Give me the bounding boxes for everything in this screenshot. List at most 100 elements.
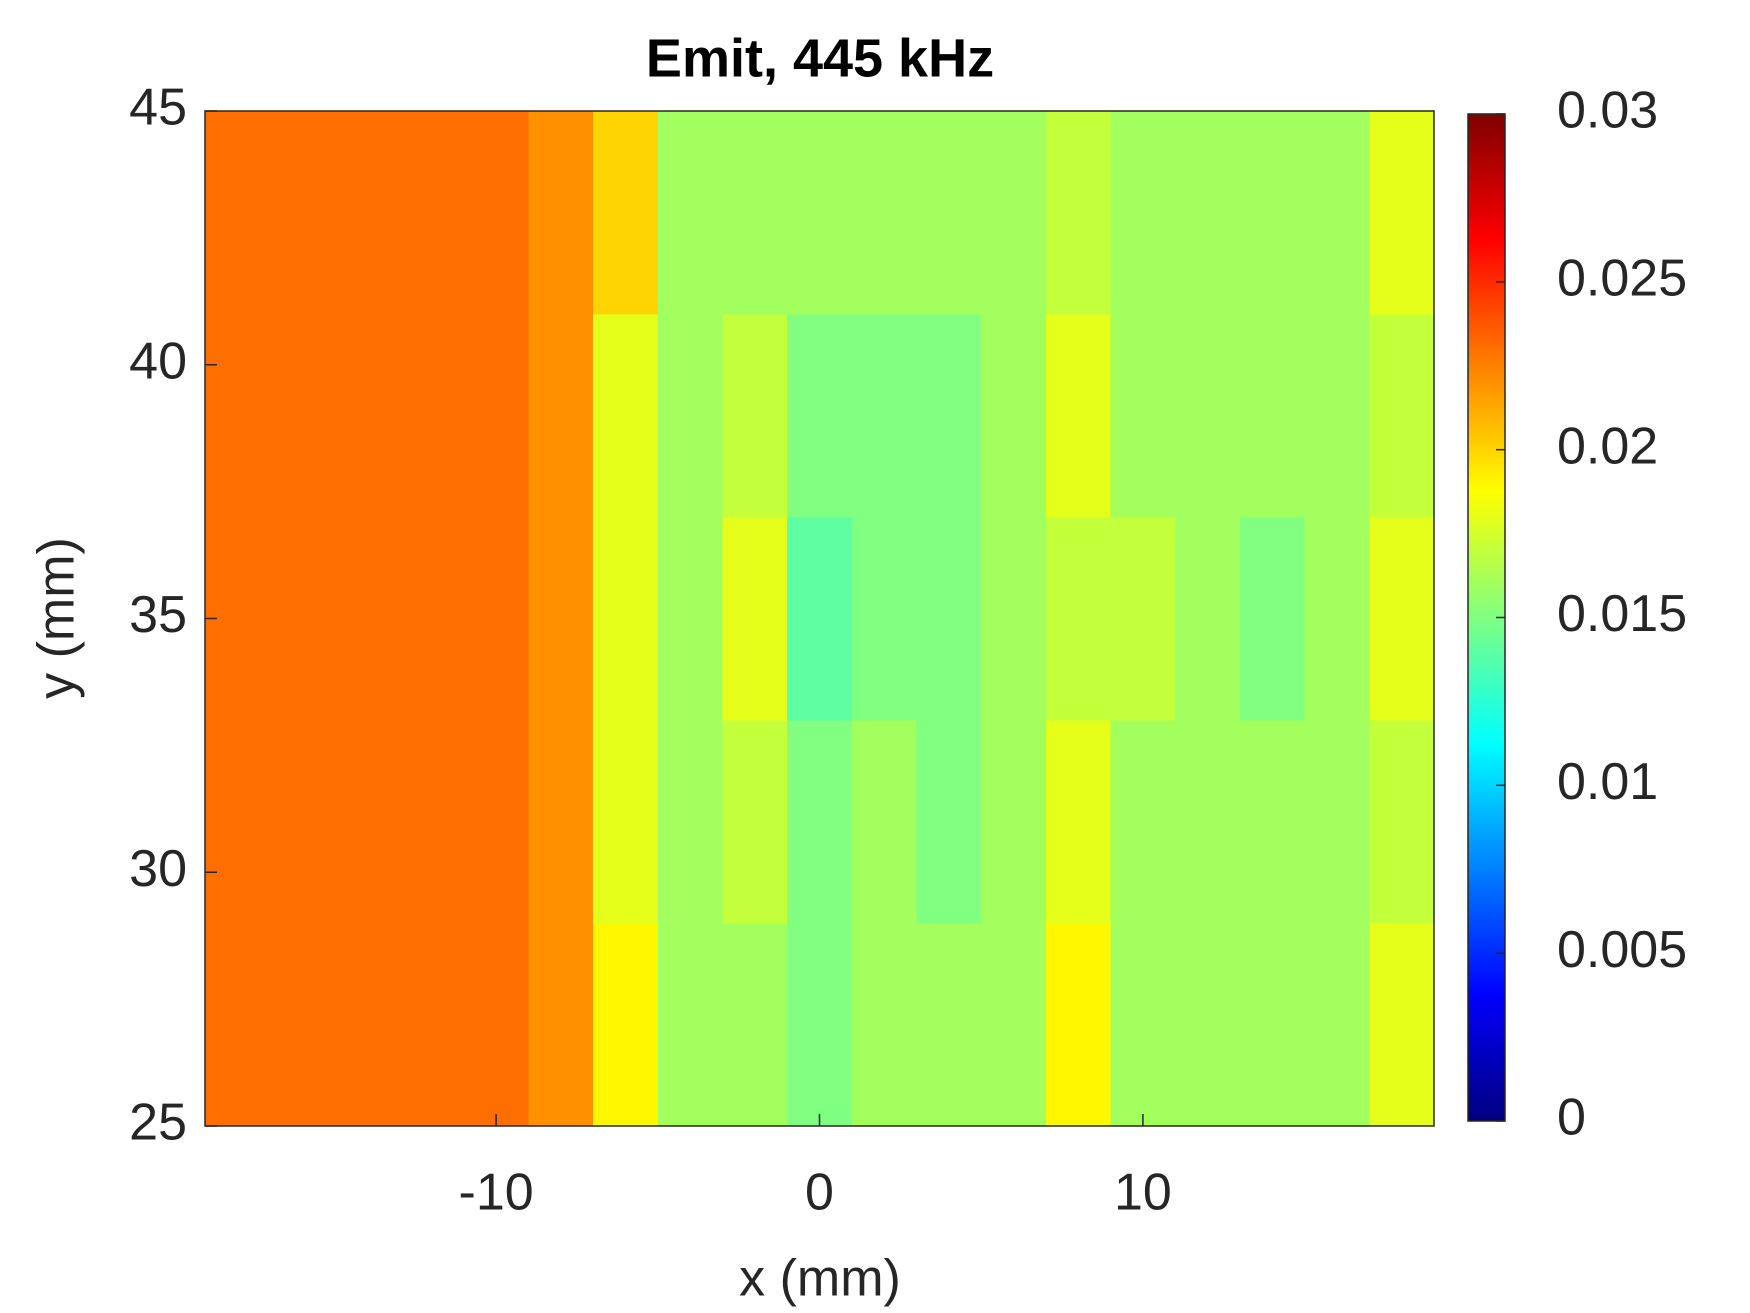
y-tick-label: 40: [129, 332, 187, 390]
heatmap-cell: [1175, 314, 1241, 518]
y-axis-label: y (mm): [28, 537, 86, 699]
heatmap-cell: [1045, 923, 1112, 1127]
heatmap-cell: [1175, 720, 1241, 924]
heatmap-cell: [722, 517, 788, 721]
heatmap-cell: [722, 923, 788, 1127]
x-tick-label: -10: [459, 1164, 534, 1222]
heatmap-cell: [1110, 517, 1176, 721]
heatmap-cell: [528, 517, 594, 721]
heatmap-cell: [269, 720, 335, 924]
heatmap-cell: [657, 720, 723, 924]
heatmap-cell: [463, 314, 529, 518]
heatmap-cell: [787, 111, 853, 315]
heatmap-cell: [205, 111, 271, 315]
heatmap-cell: [1239, 314, 1306, 518]
heatmap-cell: [916, 111, 982, 315]
heatmap-cell: [528, 111, 594, 315]
heatmap-cell: [851, 111, 918, 315]
heatmap-cell: [787, 720, 853, 924]
heatmap-cell: [1304, 314, 1370, 518]
heatmap-cell: [1304, 923, 1370, 1127]
y-tick-label: 45: [129, 79, 187, 137]
heatmap-cell: [593, 720, 659, 924]
heatmap-cell: [1369, 111, 1435, 315]
heatmap-cell: [593, 111, 659, 315]
heatmap-cell: [528, 314, 594, 518]
heatmap-cell: [1239, 720, 1306, 924]
heatmap-cell: [916, 314, 982, 518]
colorbar-tick-label: 0.03: [1557, 82, 1658, 140]
colorbar-tick-label: 0: [1557, 1089, 1586, 1147]
heatmap-cell: [334, 111, 400, 315]
heatmap-cell: [1304, 517, 1370, 721]
chart-title: Emit, 445 kHz: [646, 28, 994, 88]
heatmap-cell: [1369, 720, 1435, 924]
heatmap-cell: [205, 314, 271, 518]
heatmap-cell: [981, 923, 1047, 1127]
colorbar-tick-label: 0.02: [1557, 417, 1658, 475]
heatmap-cell: [1175, 111, 1241, 315]
heatmap-cell: [463, 517, 529, 721]
heatmap-cell: [1239, 517, 1306, 721]
heatmap-cell: [981, 111, 1047, 315]
colorbar-tick-label: 0.015: [1557, 585, 1687, 643]
heatmap-cell: [399, 720, 465, 924]
heatmap: [205, 111, 1435, 1127]
heatmap-cell: [916, 517, 982, 721]
heatmap-cell: [269, 314, 335, 518]
heatmap-cell: [1045, 517, 1112, 721]
heatmap-cell: [1110, 111, 1176, 315]
heatmap-cell: [463, 923, 529, 1127]
heatmap-cell: [1045, 720, 1112, 924]
heatmap-cell: [1239, 923, 1306, 1127]
heatmap-cell: [1175, 923, 1241, 1127]
heatmap-cell: [399, 111, 465, 315]
heatmap-cell: [399, 923, 465, 1127]
heatmap-cell: [851, 923, 918, 1127]
heatmap-cell: [463, 111, 529, 315]
heatmap-cell: [787, 314, 853, 518]
heatmap-cell: [463, 720, 529, 924]
heatmap-cell: [1110, 314, 1176, 518]
heatmap-cell: [205, 923, 271, 1127]
heatmap-cell: [851, 517, 918, 721]
heatmap-cell: [722, 720, 788, 924]
y-tick-label: 25: [129, 1094, 187, 1152]
x-axis-label: x (mm): [739, 1250, 901, 1308]
heatmap-cell: [528, 923, 594, 1127]
heatmap-cell: [787, 923, 853, 1127]
heatmap-cell: [1045, 111, 1112, 315]
heatmap-cell: [851, 314, 918, 518]
heatmap-cell: [1369, 314, 1435, 518]
heatmap-cell: [205, 720, 271, 924]
heatmap-cell: [722, 314, 788, 518]
heatmap-cell: [334, 314, 400, 518]
heatmap-cell: [657, 111, 723, 315]
heatmap-cell: [334, 517, 400, 721]
heatmap-cell: [1045, 314, 1112, 518]
heatmap-cell: [1110, 720, 1176, 924]
heatmap-cell: [916, 720, 982, 924]
heatmap-cell: [916, 923, 982, 1127]
y-tick-label: 35: [129, 586, 187, 644]
heatmap-cell: [1304, 111, 1370, 315]
heatmap-cell: [269, 517, 335, 721]
x-tick-label: 10: [1114, 1164, 1172, 1222]
heatmap-cell: [722, 111, 788, 315]
y-tick-label: 30: [129, 840, 187, 898]
colorbar-tick-label: 0.025: [1557, 250, 1687, 308]
heatmap-cell: [657, 517, 723, 721]
heatmap-cell: [981, 720, 1047, 924]
heatmap-cell: [787, 517, 853, 721]
heatmap-cell: [657, 314, 723, 518]
heatmap-cell: [1369, 923, 1435, 1127]
heatmap-cell: [269, 923, 335, 1127]
heatmap-cell: [399, 314, 465, 518]
heatmap-cell: [981, 517, 1047, 721]
heatmap-cell: [593, 517, 659, 721]
heatmap-cell: [981, 314, 1047, 518]
heatmap-cell: [657, 923, 723, 1127]
colorbar-tick-label: 0.01: [1557, 753, 1658, 811]
heatmap-cell: [1304, 720, 1370, 924]
